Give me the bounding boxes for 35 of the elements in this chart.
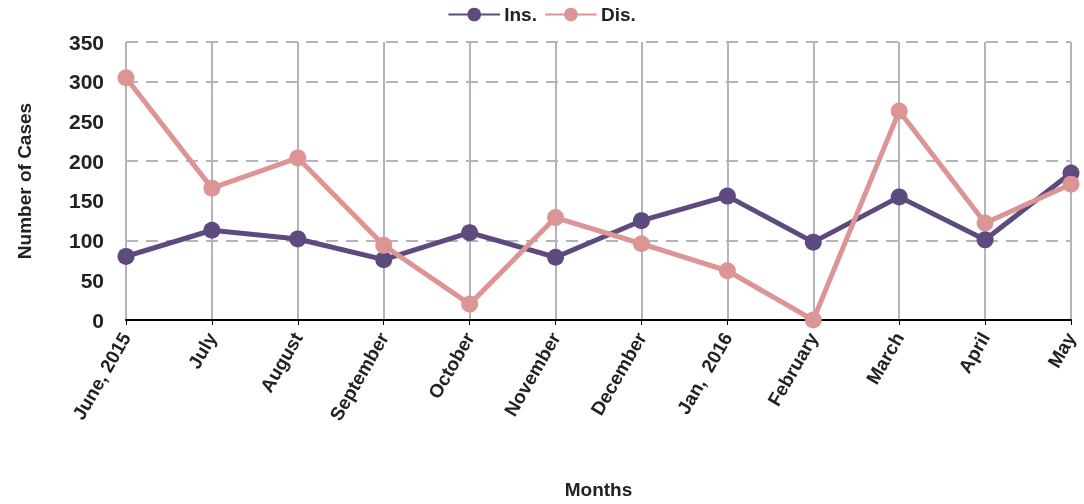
y-tick-label: 350 [68,30,104,54]
point [117,247,135,265]
point [804,311,822,329]
point [289,149,307,167]
point [632,212,650,230]
point [632,235,650,253]
y-tick-label: 0 [92,308,104,332]
point [203,179,221,197]
point [547,248,565,266]
y-tick-label: 300 [68,70,104,94]
point [289,230,307,248]
y-axis-title: Number of Cases [14,102,35,260]
y-tick-label: 150 [68,189,104,213]
point [976,231,994,249]
point [461,295,479,313]
legend-label: Ins. [504,4,537,25]
point [890,188,908,206]
point [976,214,994,232]
y-tick-label: 50 [80,268,104,292]
y-tick-label: 200 [68,149,104,173]
point [461,224,479,242]
point [117,69,135,87]
x-axis-title: Months [564,479,633,500]
point [375,251,393,269]
point [375,236,393,254]
point [203,221,221,239]
point [890,102,908,120]
point [804,233,822,251]
legend-label: Dis. [600,4,636,25]
point [718,262,736,280]
point [1062,175,1080,193]
y-tick-label: 100 [68,229,104,253]
y-tick-label: 250 [68,109,104,133]
point [547,209,565,227]
point [718,187,736,205]
